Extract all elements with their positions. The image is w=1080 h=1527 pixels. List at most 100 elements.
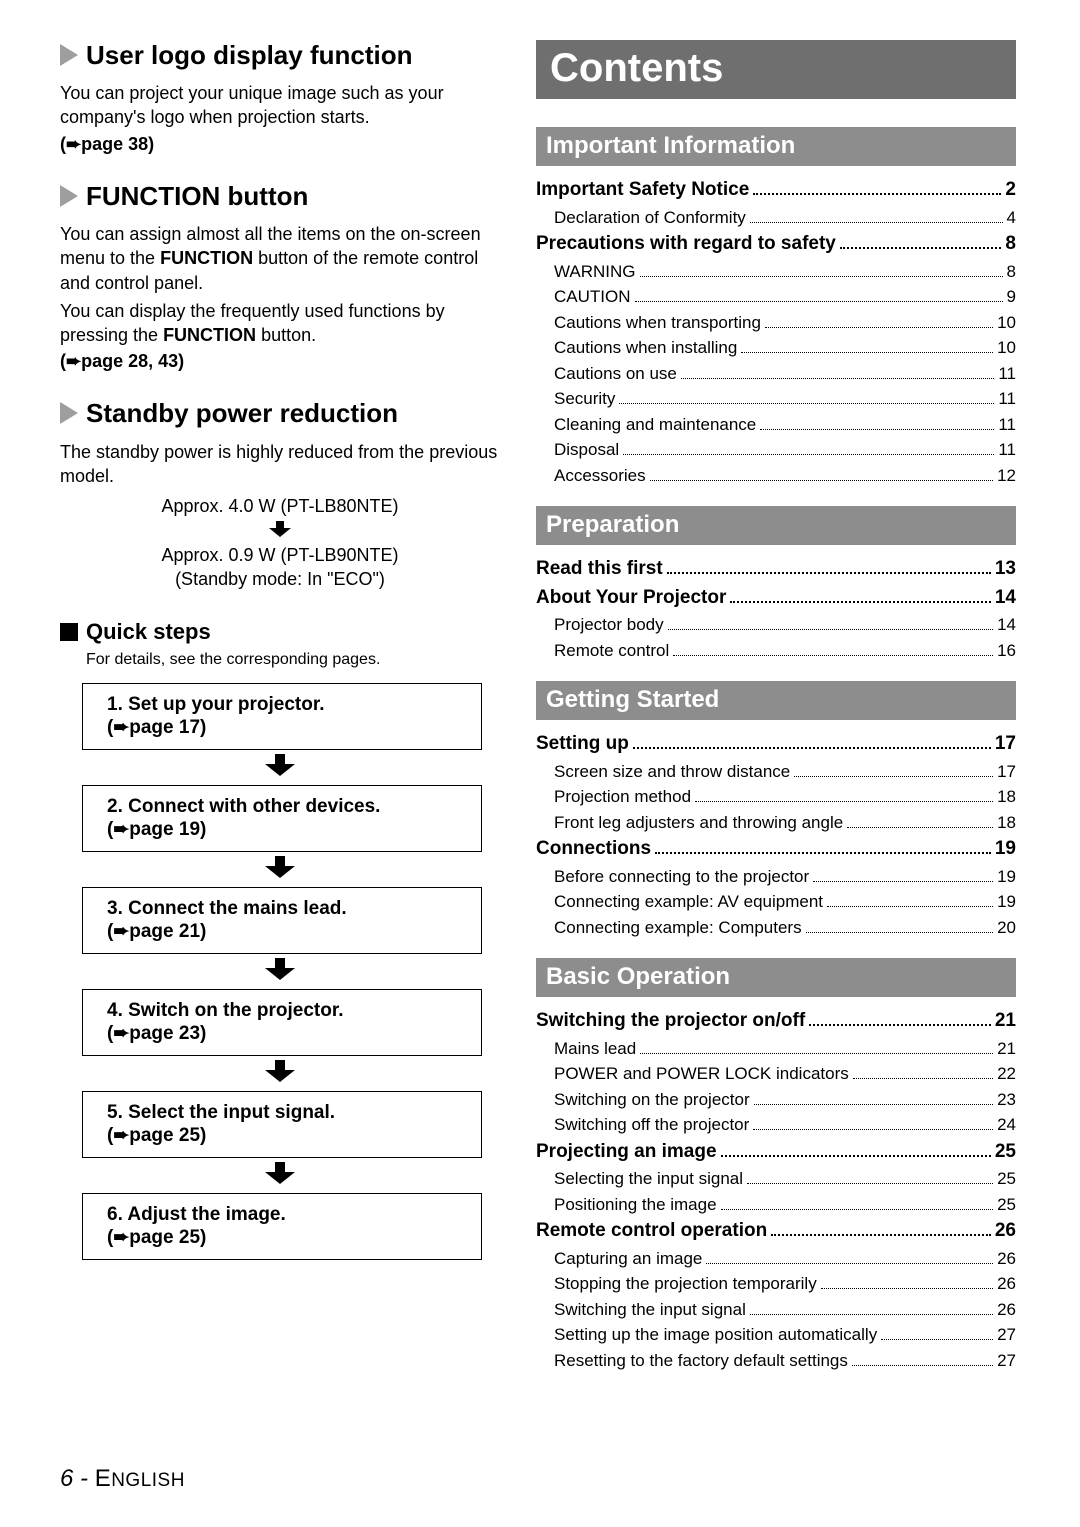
toc-dots bbox=[668, 616, 993, 630]
toc-entry: Precautions with regard to safety8 bbox=[536, 230, 1016, 259]
toc-label: Mains lead bbox=[554, 1036, 636, 1062]
toc-label: Resetting to the factory default setting… bbox=[554, 1348, 848, 1374]
step-title: 3. Connect the mains lead. bbox=[107, 898, 467, 920]
toc-dots bbox=[741, 339, 993, 353]
right-arrow-icon: ➨ bbox=[113, 1227, 129, 1248]
toc-dots bbox=[750, 209, 1003, 223]
toc-label: Security bbox=[554, 386, 615, 412]
toc-dots bbox=[695, 788, 993, 802]
right-arrow-icon: ➨ bbox=[66, 351, 81, 371]
section-banner: Important Information bbox=[536, 127, 1016, 166]
step-title: 2. Connect with other devices. bbox=[107, 796, 467, 818]
toc-dots bbox=[650, 467, 993, 481]
step-page-ref: (➨page 17) bbox=[107, 716, 467, 739]
toc-dots bbox=[806, 919, 994, 933]
toc-label: Projector body bbox=[554, 612, 664, 638]
standby-line-2: Approx. 0.9 W (PT-LB90NTE) bbox=[60, 543, 500, 567]
toc-container: Important Information Important Safety No… bbox=[536, 127, 1016, 1373]
toc-page: 20 bbox=[997, 915, 1016, 941]
toc-label: Connections bbox=[536, 835, 651, 864]
toc-entry: Resetting to the factory default setting… bbox=[536, 1348, 1016, 1374]
toc-label: Cautions when installing bbox=[554, 335, 737, 361]
toc-label: Before connecting to the projector bbox=[554, 864, 809, 890]
toc-page: 24 bbox=[997, 1112, 1016, 1138]
toc-entry: Projection method18 bbox=[536, 784, 1016, 810]
toc-entry: Cautions when installing 10 bbox=[536, 335, 1016, 361]
toc-label: Connecting example: Computers bbox=[554, 915, 802, 941]
toc-page: 21 bbox=[997, 1036, 1016, 1062]
function-paragraph-2: You can display the frequently used func… bbox=[60, 299, 500, 348]
toc-label: Setting up bbox=[536, 730, 629, 759]
toc-label: Cautions when transporting bbox=[554, 310, 761, 336]
toc-page: 14 bbox=[997, 612, 1016, 638]
toc-page: 8 bbox=[1005, 230, 1016, 259]
toc-dots bbox=[667, 559, 991, 574]
toc-dots bbox=[721, 1196, 994, 1210]
toc-dots bbox=[640, 263, 1003, 277]
toc-page: 17 bbox=[995, 730, 1016, 759]
toc-entry: Selecting the input signal25 bbox=[536, 1166, 1016, 1192]
section-banner: Basic Operation bbox=[536, 958, 1016, 997]
toc-dots bbox=[881, 1326, 993, 1340]
toc-entry: Before connecting to the projector19 bbox=[536, 864, 1016, 890]
toc-dots bbox=[640, 1040, 993, 1054]
toc-page: 25 bbox=[997, 1166, 1016, 1192]
left-column: User logo display function You can proje… bbox=[60, 40, 500, 1373]
toc-dots bbox=[750, 1301, 993, 1315]
toc-page: 11 bbox=[998, 412, 1016, 438]
toc-page: 14 bbox=[995, 584, 1016, 613]
step-title: 5. Select the input signal. bbox=[107, 1102, 467, 1124]
toc-page: 10 bbox=[997, 335, 1016, 361]
toc-dots bbox=[840, 234, 1002, 249]
toc-entry: Capturing an image26 bbox=[536, 1246, 1016, 1272]
toc-dots bbox=[721, 1141, 991, 1156]
toc-entry: About Your Projector14 bbox=[536, 584, 1016, 613]
toc-entry: Important Safety Notice2 bbox=[536, 176, 1016, 205]
toc-entry: Switching off the projector 24 bbox=[536, 1112, 1016, 1138]
down-arrow-icon bbox=[60, 856, 500, 883]
toc-dots bbox=[619, 390, 994, 404]
right-column: Contents Important InformationImportant … bbox=[536, 40, 1016, 1373]
section-banner: Getting Started bbox=[536, 681, 1016, 720]
heading-text: FUNCTION button bbox=[86, 181, 308, 211]
toc-page: 17 bbox=[997, 759, 1016, 785]
toc-entry: Switching the input signal26 bbox=[536, 1297, 1016, 1323]
toc-page: 10 bbox=[997, 310, 1016, 336]
step-box: 4. Switch on the projector.(➨page 23) bbox=[82, 989, 482, 1056]
toc-dots bbox=[847, 814, 993, 828]
toc-entry: Switching on the projector23 bbox=[536, 1087, 1016, 1113]
section-banner: Preparation bbox=[536, 506, 1016, 545]
step-box: 5. Select the input signal.(➨page 25) bbox=[82, 1091, 482, 1158]
down-arrow-icon bbox=[60, 519, 500, 543]
toc-page: 26 bbox=[997, 1246, 1016, 1272]
step-title: 6. Adjust the image. bbox=[107, 1204, 467, 1226]
heading-text: Standby power reduction bbox=[86, 398, 398, 428]
toc-label: Declaration of Conformity bbox=[554, 205, 746, 231]
toc-dots bbox=[853, 1065, 993, 1079]
toc-label: Remote control bbox=[554, 638, 669, 664]
heading-text: User logo display function bbox=[86, 40, 412, 70]
toc-label: Read this first bbox=[536, 555, 663, 584]
toc-label: WARNING bbox=[554, 259, 636, 285]
standby-line-1: Approx. 4.0 W (PT-LB80NTE) bbox=[60, 494, 500, 518]
toc-entry: Read this first13 bbox=[536, 555, 1016, 584]
toc-page: 26 bbox=[997, 1271, 1016, 1297]
toc-entry: Projector body 14 bbox=[536, 612, 1016, 638]
toc-dots bbox=[633, 734, 991, 749]
toc-page: 8 bbox=[1007, 259, 1016, 285]
toc-label: Switching the projector on/off bbox=[536, 1007, 805, 1036]
toc-entry: Setting up the image position automatica… bbox=[536, 1322, 1016, 1348]
triangle-icon bbox=[60, 402, 78, 424]
toc-label: Switching off the projector bbox=[554, 1112, 749, 1138]
step-box: 1. Set up your projector.(➨page 17) bbox=[82, 683, 482, 750]
toc-dots bbox=[760, 416, 994, 430]
toc-entry: Connections19 bbox=[536, 835, 1016, 864]
steps-container: 1. Set up your projector.(➨page 17) 2. Co… bbox=[60, 683, 500, 1260]
toc-dots bbox=[827, 893, 993, 907]
toc-page: 25 bbox=[997, 1192, 1016, 1218]
standby-paragraph: The standby power is highly reduced from… bbox=[60, 440, 500, 489]
toc-label: Switching on the projector bbox=[554, 1087, 750, 1113]
toc-dots bbox=[821, 1275, 993, 1289]
toc-label: Projecting an image bbox=[536, 1138, 717, 1167]
toc-page: 18 bbox=[997, 784, 1016, 810]
